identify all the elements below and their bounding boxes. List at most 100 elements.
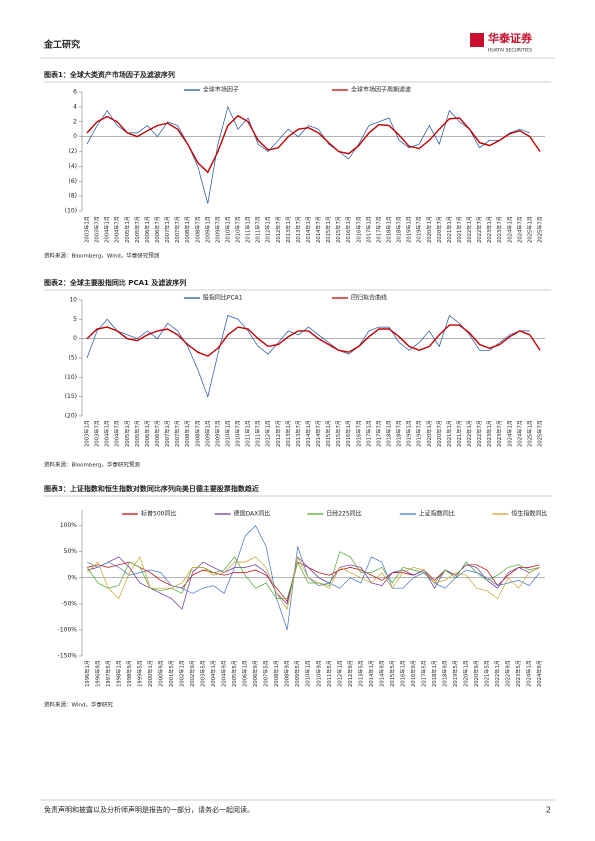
x-tick-label: 2018年7月: [395, 420, 403, 447]
y-tick-label: (2): [69, 148, 78, 155]
x-tick-label: 2004年1月: [103, 420, 111, 447]
y-tick-label: (5): [69, 355, 78, 362]
legend-label: 回归拟合曲线: [351, 294, 387, 302]
x-tick-label: 1998年1月: [114, 660, 122, 687]
x-tick-label: 2006年1月: [143, 420, 151, 447]
x-tick-label: 2010年7月: [234, 216, 242, 243]
x-tick-label: 2012年9月: [346, 660, 354, 687]
x-tick-label: 2014年9月: [377, 660, 385, 687]
y-tick-label: -150%: [58, 653, 78, 660]
x-tick-label: 2022年9月: [504, 660, 512, 687]
x-tick-label: 2016年7月: [354, 420, 362, 447]
x-tick-label: 2003年7月: [93, 216, 101, 243]
x-tick-label: 2024年1月: [525, 660, 533, 687]
y-tick-label: (4): [69, 163, 78, 170]
x-tick-label: 2006年7月: [153, 216, 161, 243]
x-tick-label: 2008年9月: [283, 660, 291, 687]
x-tick-label: 2021年1月: [445, 420, 453, 447]
x-tick-label: 2023年1月: [485, 420, 493, 447]
x-tick-label: 2015年7月: [334, 216, 342, 243]
x-tick-label: 2005年1月: [123, 420, 131, 447]
x-tick-label: 2012年1月: [335, 660, 343, 687]
x-tick-label: 2015年1月: [324, 216, 332, 243]
x-tick-label: 2009年1月: [203, 216, 211, 243]
x-tick-label: 2017年7月: [374, 216, 382, 243]
x-tick-label: 1997年5月: [104, 660, 112, 687]
source-note: 资料来源：Wind，华泰研究: [44, 701, 113, 709]
x-tick-label: 2018年9月: [441, 660, 449, 687]
x-tick-label: 2019年7月: [415, 420, 423, 447]
y-tick-label: 4: [73, 103, 77, 110]
x-tick-label: 2010年1月: [304, 660, 312, 687]
x-tick-label: 2008年1月: [183, 420, 191, 447]
x-tick-label: 2007年5月: [262, 660, 270, 687]
x-tick-label: 2003年1月: [83, 420, 91, 447]
legend-label: 全球市场因子: [203, 86, 239, 94]
figure-title: 图表2：全球主要股指同比 PCA1 及滤波序列: [44, 278, 186, 287]
x-tick-label: 2020年1月: [462, 660, 470, 687]
x-tick-label: 2025年1月: [525, 216, 533, 243]
x-tick-label: 2006年1月: [143, 216, 151, 243]
x-tick-label: 2014年1月: [367, 660, 375, 687]
x-tick-label: 2021年5月: [483, 660, 491, 687]
x-tick-label: 2023年7月: [495, 216, 503, 243]
figure-title: 图表3：上证指数和恒生指数对数同比序列向美日德主要股票指数趋近: [44, 484, 259, 493]
x-tick-label: 2025年7月: [535, 216, 543, 243]
x-tick-label: 2007年7月: [173, 216, 181, 243]
x-tick-label: 2014年7月: [314, 420, 322, 447]
x-tick-label: 2020年7月: [435, 420, 443, 447]
x-tick-label: 2024年1月: [505, 216, 513, 243]
series-line: [86, 105, 531, 204]
x-tick-label: 2012年7月: [274, 420, 282, 447]
y-tick-label: (10): [65, 208, 77, 215]
series-line: [87, 556, 540, 610]
legend-label: 德国DAX同比: [234, 510, 271, 518]
x-tick-label: 2010年1月: [223, 420, 231, 447]
x-tick-label: 2002年9月: [188, 660, 196, 687]
y-tick-label: (20): [65, 413, 77, 420]
x-tick-label: 2005年7月: [133, 420, 141, 447]
x-tick-label: 2018年7月: [395, 216, 403, 243]
x-tick-label: 2022年7月: [475, 216, 483, 243]
x-tick-label: 2000年1月: [146, 660, 154, 687]
x-tick-label: 2022年1月: [493, 660, 501, 687]
x-tick-label: 2007年7月: [173, 420, 181, 447]
x-tick-label: 2019年7月: [415, 216, 423, 243]
y-tick-label: 0: [73, 335, 77, 342]
x-tick-label: 2010年1月: [223, 216, 231, 243]
x-tick-label: 2005年7月: [133, 216, 141, 243]
x-tick-label: 2015年7月: [334, 420, 342, 447]
x-tick-label: 2004年7月: [113, 216, 121, 243]
series-line: [87, 525, 540, 631]
x-tick-label: 2022年1月: [465, 216, 473, 243]
x-tick-label: 2011年1月: [244, 420, 252, 447]
series-line: [87, 555, 540, 610]
x-tick-label: 2014年1月: [304, 420, 312, 447]
x-tick-label: 2019年5月: [451, 660, 459, 687]
x-tick-label: 1996年9月: [93, 660, 101, 687]
x-tick-label: 2012年7月: [274, 216, 282, 243]
series-line: [86, 324, 541, 357]
x-tick-label: 2009年5月: [293, 660, 301, 687]
x-tick-label: 2011年1月: [244, 216, 252, 243]
x-tick-label: 1998年9月: [125, 660, 133, 687]
x-tick-label: 2016年1月: [344, 216, 352, 243]
x-tick-label: 2013年1月: [284, 420, 292, 447]
x-tick-label: 2024年1月: [505, 420, 513, 447]
x-tick-label: 2008年1月: [272, 660, 280, 687]
x-tick-label: 2004年9月: [220, 660, 228, 687]
logo-icon: [470, 33, 484, 47]
x-tick-label: 2003年5月: [199, 660, 207, 687]
legend-label: 股指同比PCA1: [203, 294, 243, 302]
source-note: 资料来源：Bloomberg，华泰研究预测: [44, 461, 140, 469]
x-tick-label: 2013年5月: [356, 660, 364, 687]
figure-title: 图表1：全球大类资产市场因子及滤波序列: [44, 70, 175, 79]
legend-label: 上证指数同比: [419, 510, 455, 518]
x-tick-label: 2020年1月: [425, 216, 433, 243]
series-line: [86, 314, 530, 398]
x-tick-label: 2004年7月: [113, 420, 121, 447]
x-tick-label: 2007年1月: [163, 420, 171, 447]
y-tick-label: 100%: [60, 522, 77, 529]
x-tick-label: 2025年7月: [535, 420, 543, 447]
y-tick-label: 0: [73, 133, 77, 140]
